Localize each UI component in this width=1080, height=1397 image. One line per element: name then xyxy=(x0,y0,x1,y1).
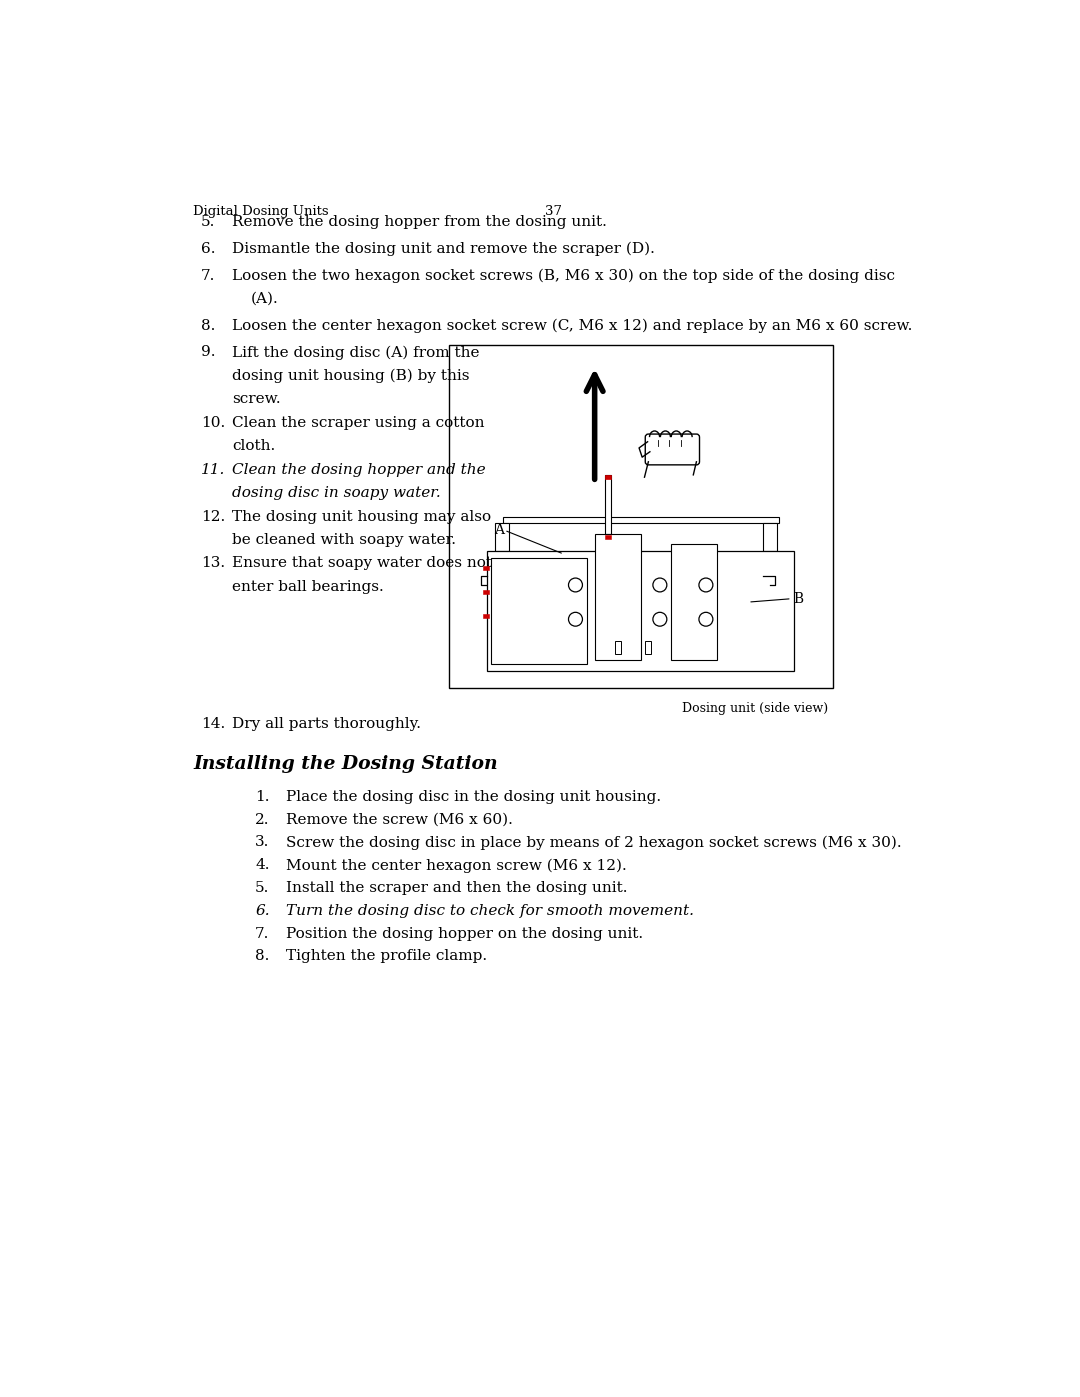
Bar xyxy=(449,345,833,687)
Text: Digital Dosing Units: Digital Dosing Units xyxy=(193,204,328,218)
Text: B: B xyxy=(793,592,804,606)
Text: 1.: 1. xyxy=(255,789,270,803)
Text: 37: 37 xyxy=(545,204,562,218)
Bar xyxy=(672,543,717,661)
Text: Dosing unit (side view): Dosing unit (side view) xyxy=(683,701,828,715)
Text: dosing unit housing (B) by this: dosing unit housing (B) by this xyxy=(232,369,470,383)
Text: Loosen the center hexagon socket screw (C, M6 x 12) and replace by an M6 x 60 sc: Loosen the center hexagon socket screw (… xyxy=(232,319,913,332)
Bar xyxy=(484,566,489,570)
Text: 8.: 8. xyxy=(255,950,270,964)
Text: cloth.: cloth. xyxy=(232,439,275,453)
Bar xyxy=(484,613,489,617)
Text: screw.: screw. xyxy=(232,393,281,407)
Text: 10.: 10. xyxy=(201,415,225,430)
Text: Turn the dosing disc to check for smooth movement.: Turn the dosing disc to check for smooth… xyxy=(286,904,694,918)
Text: The dosing unit housing may also: The dosing unit housing may also xyxy=(232,510,491,524)
Bar xyxy=(595,534,640,661)
Text: 5.: 5. xyxy=(255,882,270,895)
Text: Lift the dosing disc (A) from the: Lift the dosing disc (A) from the xyxy=(232,345,480,359)
Text: 3.: 3. xyxy=(255,835,270,849)
Text: Clean the dosing hopper and the: Clean the dosing hopper and the xyxy=(232,462,486,476)
Text: Place the dosing disc in the dosing unit housing.: Place the dosing disc in the dosing unit… xyxy=(286,789,661,803)
Text: 5.: 5. xyxy=(201,215,215,229)
Text: Ensure that soapy water does not: Ensure that soapy water does not xyxy=(232,556,491,570)
Bar xyxy=(764,524,778,550)
Text: Clean the scraper using a cotton: Clean the scraper using a cotton xyxy=(232,415,484,430)
Text: (A).: (A). xyxy=(252,292,279,306)
Text: dosing disc in soapy water.: dosing disc in soapy water. xyxy=(232,486,441,500)
Bar xyxy=(615,641,621,654)
Bar xyxy=(502,517,779,524)
Text: 7.: 7. xyxy=(201,268,215,282)
Bar xyxy=(487,550,794,671)
Bar xyxy=(645,641,651,654)
Text: Installing the Dosing Station: Installing the Dosing Station xyxy=(193,754,498,773)
Text: enter ball bearings.: enter ball bearings. xyxy=(232,580,383,594)
Bar xyxy=(491,557,588,664)
Bar xyxy=(484,590,489,594)
Text: Position the dosing hopper on the dosing unit.: Position the dosing hopper on the dosing… xyxy=(286,926,644,940)
Text: Tighten the profile clamp.: Tighten the profile clamp. xyxy=(286,950,487,964)
Bar xyxy=(605,475,611,534)
Text: Mount the center hexagon screw (M6 x 12).: Mount the center hexagon screw (M6 x 12)… xyxy=(286,858,626,873)
Bar xyxy=(605,475,611,479)
Text: Dismantle the dosing unit and remove the scraper (D).: Dismantle the dosing unit and remove the… xyxy=(232,242,654,256)
FancyBboxPatch shape xyxy=(645,434,700,465)
Text: 14.: 14. xyxy=(201,717,225,731)
Bar xyxy=(605,535,611,539)
Text: 6.: 6. xyxy=(201,242,215,256)
Text: 11.: 11. xyxy=(201,462,226,476)
Text: 9.: 9. xyxy=(201,345,215,359)
Text: Screw the dosing disc in place by means of 2 hexagon socket screws (M6 x 30).: Screw the dosing disc in place by means … xyxy=(286,835,902,849)
Text: 12.: 12. xyxy=(201,510,225,524)
Text: 8.: 8. xyxy=(201,319,215,332)
Bar xyxy=(495,524,509,550)
Text: 2.: 2. xyxy=(255,813,270,827)
Text: Remove the dosing hopper from the dosing unit.: Remove the dosing hopper from the dosing… xyxy=(232,215,607,229)
Text: 4.: 4. xyxy=(255,858,270,872)
Text: 6.: 6. xyxy=(255,904,270,918)
Text: A: A xyxy=(494,522,503,538)
Text: be cleaned with soapy water.: be cleaned with soapy water. xyxy=(232,534,456,548)
Text: Remove the screw (M6 x 60).: Remove the screw (M6 x 60). xyxy=(286,813,513,827)
Text: Install the scraper and then the dosing unit.: Install the scraper and then the dosing … xyxy=(286,882,627,895)
Text: Dry all parts thoroughly.: Dry all parts thoroughly. xyxy=(232,717,421,731)
Text: 13.: 13. xyxy=(201,556,225,570)
Text: Loosen the two hexagon socket screws (B, M6 x 30) on the top side of the dosing : Loosen the two hexagon socket screws (B,… xyxy=(232,268,895,284)
Text: 7.: 7. xyxy=(255,926,270,940)
